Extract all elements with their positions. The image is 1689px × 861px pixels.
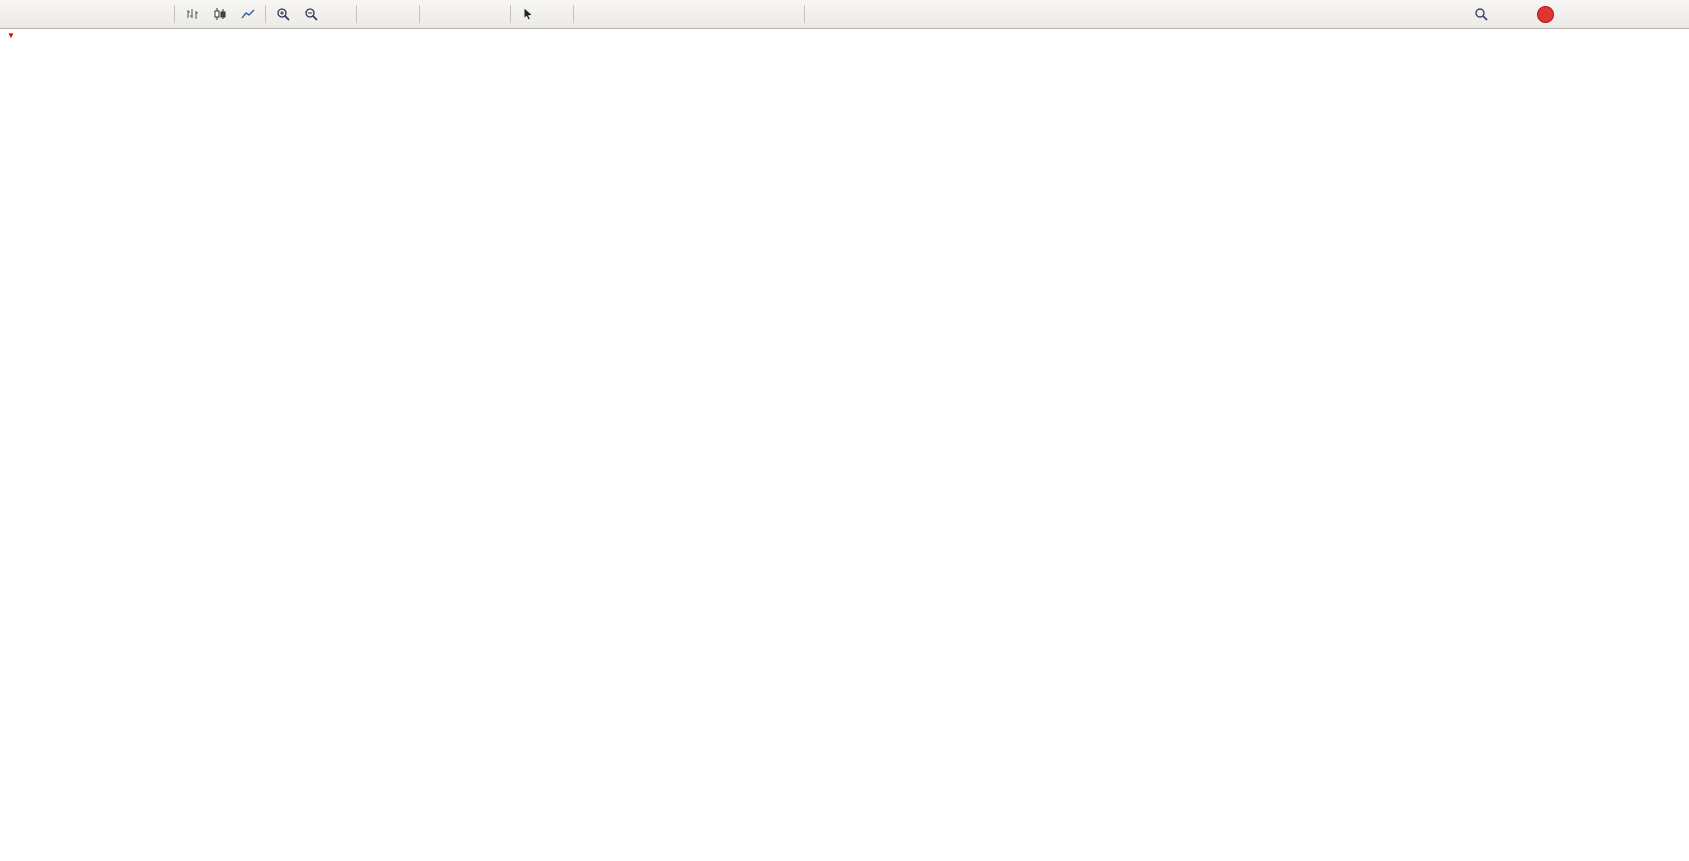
crosshair-button[interactable] — [542, 2, 570, 26]
metaeditor-button[interactable] — [59, 2, 87, 26]
search-icon — [1474, 7, 1488, 21]
indicators-button[interactable] — [423, 2, 451, 26]
toolbar-separator — [573, 5, 574, 23]
toolbar-separator — [265, 5, 266, 23]
toolbar-separator — [356, 5, 357, 23]
arrows-button[interactable] — [773, 2, 801, 26]
bar-chart-button[interactable] — [178, 2, 206, 26]
toolbar-separator — [804, 5, 805, 23]
autotrading-button[interactable] — [143, 2, 171, 26]
trendline-button[interactable] — [633, 2, 661, 26]
vertical-line-button[interactable] — [577, 2, 605, 26]
edit-button[interactable] — [1502, 2, 1530, 26]
print-button[interactable] — [87, 2, 115, 26]
text-button[interactable] — [717, 2, 745, 26]
channel-button[interactable] — [661, 2, 689, 26]
candlestick-button[interactable] — [206, 2, 234, 26]
zoom-out-button[interactable] — [297, 2, 325, 26]
broadcast-button[interactable] — [115, 2, 143, 26]
cursor-icon — [524, 8, 532, 20]
symbol-info: ▼ — [7, 30, 24, 42]
new-chart-button[interactable] — [3, 2, 31, 26]
toolbar-right-group — [1467, 2, 1686, 26]
search-button[interactable] — [1467, 2, 1495, 26]
fibonacci-button[interactable] — [689, 2, 717, 26]
rsi-label — [7, 715, 13, 727]
horizontal-line-button[interactable] — [605, 2, 633, 26]
new-order-button[interactable] — [31, 2, 59, 26]
toolbar-separator — [174, 5, 175, 23]
toolbar-separator — [510, 5, 511, 23]
tile-windows-button[interactable] — [325, 2, 353, 26]
auto-scroll-button[interactable] — [360, 2, 388, 26]
templates-button[interactable] — [479, 2, 507, 26]
cursor-button[interactable] — [514, 2, 542, 26]
line-chart-icon — [241, 9, 255, 19]
chart-shift-button[interactable] — [388, 2, 416, 26]
toolbar-separator — [419, 5, 420, 23]
toolbar — [0, 0, 1689, 29]
zoom-out-icon — [304, 7, 318, 21]
bar-chart-icon — [187, 9, 198, 19]
text-label-button[interactable] — [745, 2, 773, 26]
zoom-in-button[interactable] — [269, 2, 297, 26]
zoom-in-icon — [276, 7, 290, 21]
macd-label — [7, 624, 13, 636]
candlestick-icon — [214, 8, 226, 20]
line-chart-button[interactable] — [234, 2, 262, 26]
notification-badge[interactable] — [1537, 5, 1554, 23]
periods-button[interactable] — [451, 2, 479, 26]
symbol-marker-icon: ▼ — [7, 31, 15, 40]
